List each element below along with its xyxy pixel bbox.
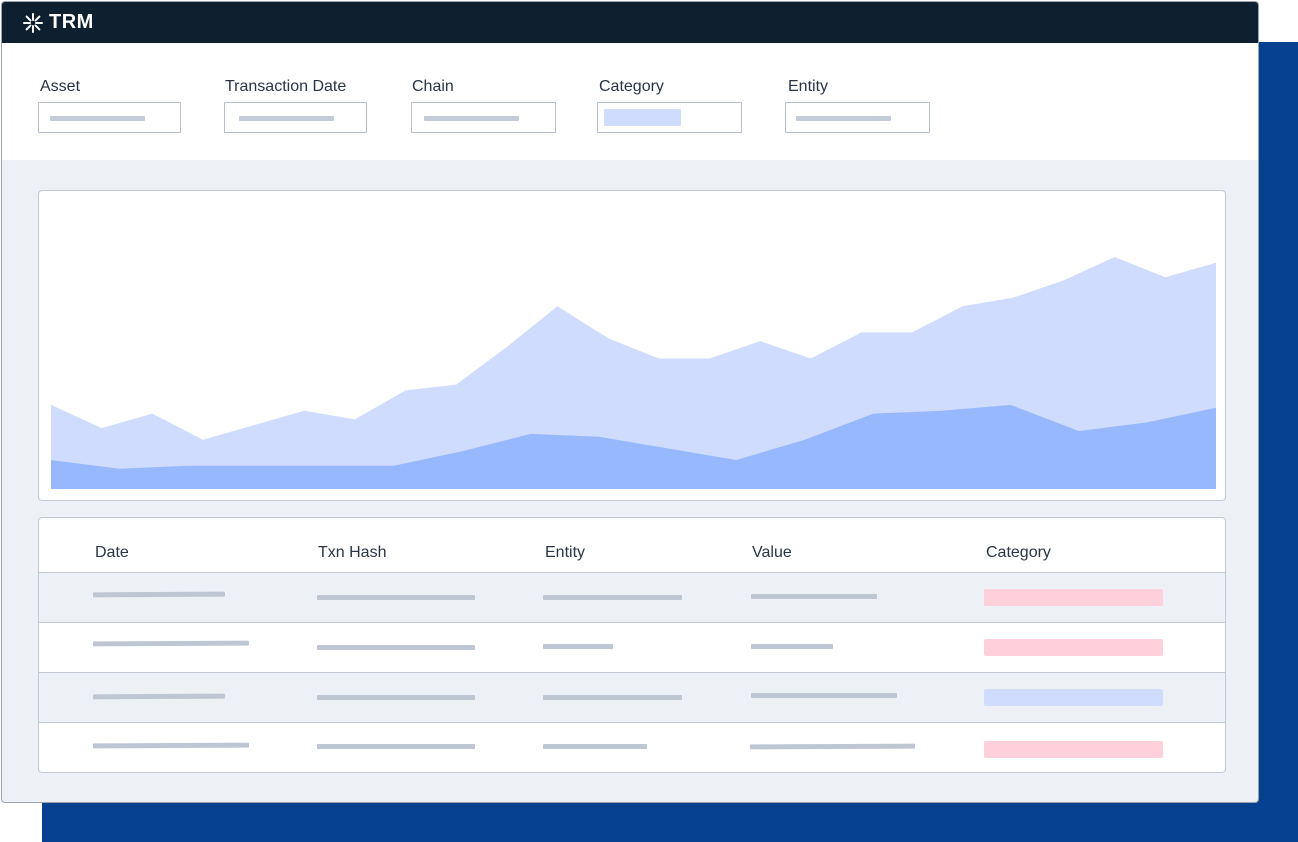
transactions-table: Date Txn Hash Entity Value Category	[38, 517, 1226, 773]
placeholder-bar	[239, 116, 334, 121]
area-chart-card	[38, 190, 1226, 501]
date-placeholder	[92, 640, 250, 647]
filter-chain: Chain	[411, 77, 556, 133]
filter-entity: Entity	[785, 77, 930, 133]
chain-select[interactable]	[411, 102, 556, 133]
entity-placeholder	[543, 644, 613, 649]
category-badge	[984, 741, 1163, 758]
filter-transaction-date-label: Transaction Date	[225, 78, 347, 95]
txn-hash-placeholder	[317, 695, 475, 700]
table-row[interactable]	[39, 573, 1225, 623]
value-placeholder	[749, 743, 916, 750]
date-placeholder	[92, 693, 226, 700]
date-placeholder	[92, 742, 250, 749]
filter-bar: Asset Transaction Date Chain Category En…	[2, 43, 1258, 160]
placeholder-bar	[50, 116, 145, 121]
txn-hash-placeholder	[317, 595, 475, 600]
table-header: Date Txn Hash Entity Value Category	[39, 518, 1225, 573]
placeholder-bar	[424, 116, 519, 121]
entity-select[interactable]	[785, 102, 930, 133]
brand-logo[interactable]: TRM	[22, 11, 94, 34]
date-placeholder	[92, 591, 226, 598]
table-row[interactable]	[39, 673, 1225, 723]
txn-hash-placeholder	[317, 645, 475, 650]
entity-placeholder	[543, 744, 647, 749]
column-header-date[interactable]: Date	[95, 544, 129, 561]
filter-entity-label: Entity	[788, 78, 829, 95]
filter-category-label: Category	[599, 78, 664, 95]
entity-placeholder	[543, 595, 682, 600]
table-row[interactable]	[39, 723, 1225, 772]
filter-asset-label: Asset	[40, 78, 81, 95]
column-header-value[interactable]: Value	[752, 544, 792, 561]
area-chart	[51, 257, 1216, 489]
filter-chain-label: Chain	[412, 78, 454, 95]
filter-category: Category	[597, 77, 742, 133]
value-placeholder	[751, 644, 833, 649]
titlebar: TRM	[2, 2, 1258, 43]
column-header-txn-hash[interactable]: Txn Hash	[318, 544, 387, 561]
category-select[interactable]	[597, 102, 742, 133]
category-selected-chip	[604, 109, 681, 126]
column-header-entity[interactable]: Entity	[545, 544, 586, 561]
txn-hash-placeholder	[317, 744, 475, 749]
table-row[interactable]	[39, 623, 1225, 673]
area-series-dark	[51, 404, 1216, 489]
brand-name: TRM	[49, 11, 94, 33]
filter-transaction-date: Transaction Date	[224, 77, 367, 133]
app-window: TRM Asset Transaction Date Chain Categor…	[1, 1, 1259, 803]
entity-placeholder	[543, 695, 682, 700]
snowflake-asterisk-icon	[22, 12, 44, 34]
filter-asset: Asset	[38, 77, 181, 133]
value-placeholder	[751, 594, 877, 599]
category-badge	[984, 589, 1163, 606]
category-badge	[984, 639, 1163, 656]
asset-select[interactable]	[38, 102, 181, 133]
column-header-category[interactable]: Category	[986, 544, 1051, 561]
transaction-date-select[interactable]	[224, 102, 367, 133]
category-badge	[984, 689, 1163, 706]
placeholder-bar	[796, 116, 891, 121]
value-placeholder	[751, 693, 897, 698]
